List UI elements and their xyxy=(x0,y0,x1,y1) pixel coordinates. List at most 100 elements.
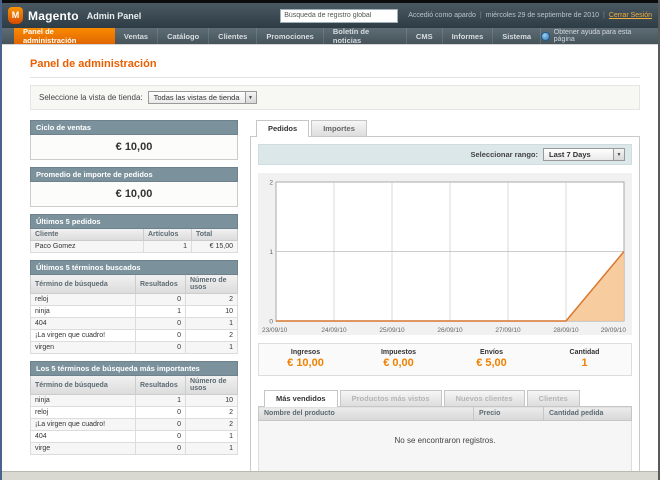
average-order-value: € 10,00 xyxy=(30,182,238,207)
tab-clientes[interactable]: Clientes xyxy=(526,390,580,406)
window-right-edge xyxy=(658,0,660,480)
range-selected-value: Last 7 Days xyxy=(549,150,591,159)
logout-link[interactable]: Cerrar Sesión xyxy=(608,12,652,19)
table-row[interactable]: Paco Gomez 1 € 15,00 xyxy=(30,240,238,253)
tab-pedidos[interactable]: Pedidos xyxy=(256,120,310,137)
box-title: Promedio de importe de pedidos xyxy=(30,167,238,182)
svg-text:23/09/10: 23/09/10 xyxy=(262,327,288,334)
chevron-down-icon: ▼ xyxy=(244,92,256,103)
window-left-edge xyxy=(0,0,2,480)
table-row[interactable]: 404 0 1 xyxy=(30,317,238,330)
cell-results: 0 xyxy=(135,317,186,330)
tab-importes[interactable]: Importes xyxy=(311,120,367,136)
col-header-cantidad: Cantidad pedida xyxy=(543,406,632,421)
cell-results: 0 xyxy=(135,442,186,455)
cell-results: 0 xyxy=(135,406,186,419)
box-title: Ciclo de ventas xyxy=(30,120,238,135)
box-title: Últimos 5 pedidos xyxy=(30,214,238,229)
chevron-down-icon: ▼ xyxy=(613,149,624,160)
cell-uses: 1 xyxy=(185,442,238,455)
stat-value: € 5,00 xyxy=(476,357,507,369)
cell-uses: 2 xyxy=(185,293,238,306)
stat-envios: Envíos € 5,00 xyxy=(445,349,538,369)
stat-impuestos: Impuestos € 0,00 xyxy=(352,349,445,369)
nav-item-clientes[interactable]: Clientes xyxy=(209,28,258,44)
nav-item-cms[interactable]: CMS xyxy=(407,28,443,44)
stat-cantidad: Cantidad 1 xyxy=(538,349,631,369)
magento-logo-icon: M xyxy=(8,7,23,24)
cell-term: virge xyxy=(30,442,136,455)
box-title: Últimos 5 términos buscados xyxy=(30,260,238,275)
col-header: Término de búsqueda xyxy=(30,376,136,395)
box-title: Los 5 términos de búsqueda más important… xyxy=(30,361,238,376)
table-row[interactable]: 404 0 1 xyxy=(30,430,238,443)
nav-item-informes[interactable]: Informes xyxy=(443,28,494,44)
cell-uses: 1 xyxy=(185,430,238,443)
last-orders-box: Últimos 5 pedidos Cliente Artículos Tota… xyxy=(30,214,238,253)
global-search-input[interactable] xyxy=(280,8,399,23)
table-row[interactable]: ¡La virgen que cuadro! 0 2 xyxy=(30,329,238,342)
table-row[interactable]: ninja 1 10 xyxy=(30,305,238,318)
help-link[interactable]: Obtener ayuda para esta página xyxy=(541,28,650,44)
nav-item-sistema[interactable]: Sistema xyxy=(493,28,542,44)
last-orders-table: Cliente Artículos Total Paco Gomez 1 € 1… xyxy=(30,229,238,253)
brand-suffix: Admin Panel xyxy=(86,10,142,21)
svg-text:25/09/10: 25/09/10 xyxy=(379,327,405,334)
table-row[interactable]: virge 0 1 xyxy=(30,442,238,455)
svg-text:2: 2 xyxy=(269,180,273,187)
last-search-terms-box: Últimos 5 términos buscados Término de b… xyxy=(30,260,238,354)
cell-results: 0 xyxy=(135,341,186,354)
cell-uses: 10 xyxy=(185,394,238,407)
separator: | xyxy=(602,12,605,19)
table-row[interactable]: reloj 0 2 xyxy=(30,293,238,306)
nav-item-boletin[interactable]: Boletín de noticias xyxy=(324,27,407,45)
help-globe-icon xyxy=(541,31,550,41)
orders-chart: 0 1 2 23/09/10 24/09/10 25/09/10 26/09/10 27/09… xyxy=(258,173,632,335)
nav-item-ventas[interactable]: Ventas xyxy=(115,28,159,44)
table-row[interactable]: virgen 0 1 xyxy=(30,341,238,354)
cell-term: virgen xyxy=(30,341,136,354)
cell-uses: 2 xyxy=(185,406,238,419)
stat-label: Envíos xyxy=(480,349,503,356)
tab-nuevos-clientes[interactable]: Nuevos clientes xyxy=(443,390,525,406)
tab-mas-vendidos[interactable]: Más vendidos xyxy=(264,390,338,407)
cell-term: ¡La virgen que cuadro! xyxy=(30,418,136,431)
col-header: Cliente xyxy=(30,229,144,241)
top-search-terms-table: Término de búsqueda Resultados Número de… xyxy=(30,376,238,455)
col-header: Artículos xyxy=(143,229,192,241)
logged-in-text: Accedió como apardo xyxy=(408,12,476,19)
store-view-select[interactable]: Todas las vistas de tienda ▼ xyxy=(147,91,257,104)
col-header: Número de usos xyxy=(185,275,238,294)
tab-productos-mas-vistos[interactable]: Productos más vistos xyxy=(339,390,442,406)
table-row[interactable]: ¡La virgen que cuadro! 0 2 xyxy=(30,418,238,431)
cell-uses: 2 xyxy=(185,418,238,431)
cell-term: 404 xyxy=(30,430,136,443)
nav-item-catalogo[interactable]: Catálogo xyxy=(158,28,210,44)
svg-text:24/09/10: 24/09/10 xyxy=(321,327,347,334)
header-session-info: Accedió como apardo | miércoles 29 de se… xyxy=(408,12,652,19)
dashboard-main: Pedidos Importes Seleccionar rango: Last… xyxy=(250,120,640,480)
main-nav: Panel de administración Ventas Catálogo … xyxy=(0,27,660,45)
cell-results: 1 xyxy=(135,394,186,407)
cell-term: reloj xyxy=(30,293,136,306)
col-header: Término de búsqueda xyxy=(30,275,136,294)
average-order-box: Promedio de importe de pedidos € 10,00 xyxy=(30,167,238,207)
sales-lifetime-value: € 10,00 xyxy=(30,135,238,160)
products-tabs: Más vendidos Productos más vistos Nuevos… xyxy=(258,390,632,407)
magento-logo: M Magento Admin Panel xyxy=(8,7,141,24)
nav-item-dashboard[interactable]: Panel de administración xyxy=(14,27,115,45)
nav-item-promociones[interactable]: Promociones xyxy=(257,28,324,44)
svg-text:0: 0 xyxy=(269,319,273,326)
range-select[interactable]: Last 7 Days ▼ xyxy=(543,148,625,161)
table-row[interactable]: ninja 1 10 xyxy=(30,394,238,407)
col-header-precio: Precio xyxy=(473,406,544,421)
stat-value: 1 xyxy=(581,357,588,369)
chart-panel: Seleccionar rango: Last 7 Days ▼ 0 1 2 23/0… xyxy=(250,136,640,480)
store-view-bar: Seleccione la vista de tienda: Todas las… xyxy=(30,85,640,110)
brand-name: Magento xyxy=(28,8,79,23)
table-row[interactable]: reloj 0 2 xyxy=(30,406,238,419)
range-label: Seleccionar rango: xyxy=(470,150,538,159)
cell-term: ¡La virgen que cuadro! xyxy=(30,329,136,342)
dashboard-sidebar: Ciclo de ventas € 10,00 Promedio de impo… xyxy=(30,120,238,462)
